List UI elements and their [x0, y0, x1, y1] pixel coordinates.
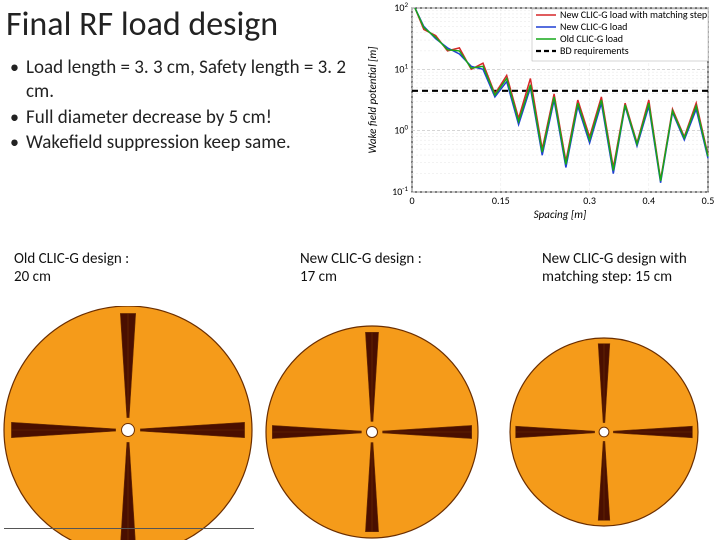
design-label-line: matching step: 15 cm — [542, 268, 672, 286]
svg-text:102: 102 — [394, 0, 408, 14]
bullet-dot: • — [10, 56, 26, 79]
svg-text:100: 100 — [394, 122, 408, 137]
svg-text:BD requirements: BD requirements — [560, 44, 629, 57]
wakefield-chart: 10-1 100 101 102 0 0.15 0.3 0.4 0.5 Spacing [m] Wa… — [364, 0, 714, 220]
design-label-line: 20 cm — [14, 268, 51, 286]
svg-text:10-1: 10-1 — [392, 184, 408, 199]
design-label-old: Old CLIC-G design : 20 cm — [14, 250, 129, 286]
svg-text:0: 0 — [409, 194, 414, 207]
scale-bar — [4, 528, 254, 538]
design-label-line: 17 cm — [300, 268, 337, 286]
svg-text:101: 101 — [394, 61, 408, 76]
bullet-item: • Wakefield suppression keep same. — [10, 131, 350, 155]
design-label-line: New CLIC-G design with — [542, 250, 687, 268]
svg-text:0.5: 0.5 — [702, 194, 714, 207]
design-label-new-matching: New CLIC-G design with matching step: 15… — [542, 250, 687, 286]
bullet-text: Full diameter decrease by 5 cm! — [26, 106, 350, 130]
design-label-line: New CLIC-G design : — [300, 250, 422, 268]
bullet-dot: • — [10, 106, 26, 129]
cross-sections — [0, 306, 720, 540]
design-label-new: New CLIC-G design : 17 cm — [300, 250, 422, 286]
bullet-item: • Load length = 3. 3 cm, Safety length =… — [10, 56, 350, 104]
bullet-text: Load length = 3. 3 cm, Safety length = 3… — [26, 56, 350, 104]
svg-text:0.15: 0.15 — [492, 194, 510, 207]
svg-text:Spacing [m]: Spacing [m] — [534, 208, 587, 220]
bullet-list: • Load length = 3. 3 cm, Safety length =… — [10, 56, 350, 157]
svg-text:0.3: 0.3 — [583, 194, 596, 207]
svg-text:Wake field potential [m]: Wake field potential [m] — [366, 46, 379, 154]
bullet-dot: • — [10, 131, 26, 154]
design-label-line: Old CLIC-G design : — [14, 250, 129, 268]
page-title: Final RF load design — [6, 4, 278, 45]
bullet-text: Wakefield suppression keep same. — [26, 131, 350, 155]
svg-text:0.4: 0.4 — [642, 194, 655, 207]
bullet-item: • Full diameter decrease by 5 cm! — [10, 106, 350, 130]
